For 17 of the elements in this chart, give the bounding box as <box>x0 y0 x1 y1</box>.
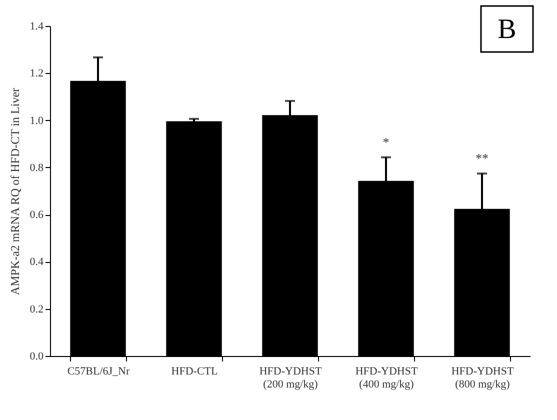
x-tick-label: HFD-YDHST (800 mg/kg) <box>451 366 514 390</box>
annotation: B <box>498 14 516 45</box>
y-tick-label: 0.8 <box>30 162 44 174</box>
y-tick-label: 1.2 <box>30 68 44 80</box>
x-tick-label: C57BL/6J_Nr <box>67 366 130 378</box>
annotation: * <box>382 134 390 150</box>
y-tick-label: 1.0 <box>30 114 44 127</box>
x-tick-label: HFD-YDHST (400 mg/kg) <box>355 366 418 390</box>
y-tick-label: 0.2 <box>30 303 44 316</box>
y-tick-label: 0.4 <box>30 256 44 268</box>
y-tick-label: 0.0 <box>30 350 44 362</box>
x-tick-label: HFD-CTL <box>171 366 218 378</box>
y-tick-label: 0.6 <box>30 209 44 222</box>
y-axis-title: AMPK-a2 mRNA RQ of HFD-CT in Liver <box>8 88 22 296</box>
y-tick-label: 1.4 <box>30 20 44 32</box>
annotation: ** <box>476 150 488 166</box>
x-tick-label: HFD-YDHST (200 mg/kg) <box>259 366 322 390</box>
